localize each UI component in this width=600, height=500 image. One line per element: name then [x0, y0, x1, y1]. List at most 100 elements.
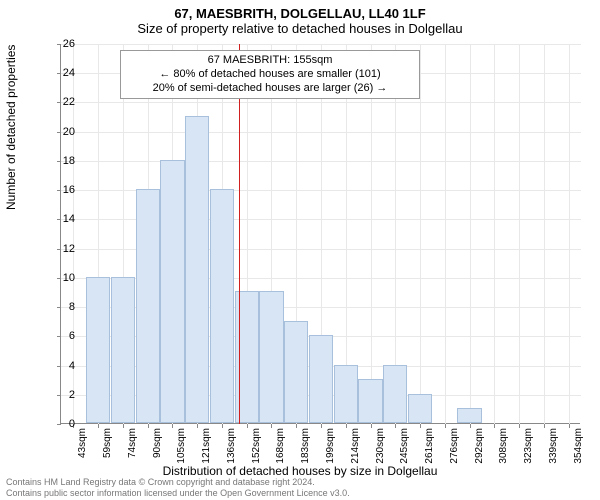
- xtick: [346, 424, 347, 428]
- xtick: [148, 424, 149, 428]
- xtick-label: 354sqm: [573, 428, 584, 464]
- ytick-label: 2: [69, 389, 75, 401]
- xtick-label: 183sqm: [300, 428, 311, 464]
- xtick-label: 214sqm: [350, 428, 361, 464]
- xtick-label: 276sqm: [449, 428, 460, 464]
- histogram-bar: [334, 365, 358, 423]
- histogram-bar: [383, 365, 407, 423]
- ytick-label: 12: [63, 243, 75, 255]
- ytick-label: 20: [63, 126, 75, 138]
- xtick: [271, 424, 272, 428]
- grid-line-v: [494, 44, 495, 424]
- ytick-label: 26: [63, 38, 75, 50]
- annotation-box: 67 MAESBRITH: 155sqm ← 80% of detached h…: [120, 50, 420, 99]
- ytick: [57, 102, 61, 103]
- xtick-label: 199sqm: [325, 428, 336, 464]
- page-subtitle: Size of property relative to detached ho…: [0, 21, 600, 40]
- ytick-label: 24: [63, 67, 75, 79]
- ytick: [57, 366, 61, 367]
- xtick-label: 59sqm: [102, 428, 113, 458]
- ytick-label: 8: [69, 301, 75, 313]
- histogram-bar: [284, 321, 308, 423]
- xtick: [123, 424, 124, 428]
- grid-line-v: [445, 44, 446, 424]
- xtick-label: 245sqm: [399, 428, 410, 464]
- xtick: [395, 424, 396, 428]
- ytick: [57, 73, 61, 74]
- annotation-line1: 67 MAESBRITH: 155sqm: [129, 54, 411, 68]
- histogram-bar: [160, 160, 184, 423]
- chart-plot-area: 43sqm59sqm74sqm90sqm105sqm121sqm136sqm15…: [60, 44, 580, 424]
- xtick: [222, 424, 223, 428]
- footer-line1: Contains HM Land Registry data © Crown c…: [6, 477, 594, 487]
- xtick-label: 308sqm: [498, 428, 509, 464]
- ytick-label: 14: [63, 213, 75, 225]
- histogram-bar: [358, 379, 382, 423]
- xtick-label: 261sqm: [424, 428, 435, 464]
- histogram-bar: [86, 277, 110, 423]
- grid-line-v: [569, 44, 570, 424]
- xtick: [470, 424, 471, 428]
- footer-attribution: Contains HM Land Registry data © Crown c…: [6, 477, 594, 498]
- histogram-bar: [185, 116, 209, 423]
- xtick-label: 90sqm: [152, 428, 163, 458]
- grid-line-v: [544, 44, 545, 424]
- histogram-bar: [259, 291, 283, 423]
- ytick: [57, 307, 61, 308]
- grid-line-v: [420, 44, 421, 424]
- ytick-label: 22: [63, 96, 75, 108]
- xtick-label: 74sqm: [127, 428, 138, 458]
- xtick-label: 136sqm: [226, 428, 237, 464]
- ytick: [57, 395, 61, 396]
- x-axis-label: Distribution of detached houses by size …: [0, 464, 600, 478]
- annotation-line3: 20% of semi-detached houses are larger (…: [129, 82, 411, 96]
- grid-line-v: [519, 44, 520, 424]
- histogram-bar: [408, 394, 432, 423]
- xtick-label: 292sqm: [474, 428, 485, 464]
- xtick: [98, 424, 99, 428]
- annotation-line2: ← 80% of detached houses are smaller (10…: [129, 68, 411, 82]
- ytick-label: 10: [63, 272, 75, 284]
- histogram-bar: [210, 189, 234, 423]
- xtick: [371, 424, 372, 428]
- xtick: [569, 424, 570, 428]
- xtick: [420, 424, 421, 428]
- property-marker-line: [239, 44, 240, 424]
- histogram-bar: [457, 408, 481, 423]
- xtick: [519, 424, 520, 428]
- xtick: [172, 424, 173, 428]
- ytick-label: 0: [69, 418, 75, 430]
- histogram-bar: [136, 189, 160, 423]
- histogram-bar: [111, 277, 135, 423]
- xtick: [247, 424, 248, 428]
- footer-line2: Contains public sector information licen…: [6, 488, 594, 498]
- ytick: [57, 44, 61, 45]
- ytick-label: 6: [69, 330, 75, 342]
- xtick: [544, 424, 545, 428]
- xtick-label: 339sqm: [548, 428, 559, 464]
- xtick-label: 230sqm: [375, 428, 386, 464]
- xtick: [321, 424, 322, 428]
- ytick: [57, 132, 61, 133]
- grid-line-v: [371, 44, 372, 424]
- grid-line-v: [470, 44, 471, 424]
- ytick-label: 18: [63, 155, 75, 167]
- xtick: [197, 424, 198, 428]
- xtick: [296, 424, 297, 428]
- ytick: [57, 161, 61, 162]
- ytick-label: 16: [63, 184, 75, 196]
- xtick-label: 152sqm: [251, 428, 262, 464]
- xtick-label: 121sqm: [201, 428, 212, 464]
- y-axis-label: Number of detached properties: [4, 45, 18, 210]
- plot-box: 43sqm59sqm74sqm90sqm105sqm121sqm136sqm15…: [60, 44, 580, 424]
- ytick: [57, 249, 61, 250]
- ytick: [57, 424, 61, 425]
- histogram-bar: [235, 291, 259, 423]
- page-title-address: 67, MAESBRITH, DOLGELLAU, LL40 1LF: [0, 0, 600, 21]
- ytick-label: 4: [69, 360, 75, 372]
- xtick: [494, 424, 495, 428]
- ytick: [57, 190, 61, 191]
- xtick-label: 168sqm: [275, 428, 286, 464]
- ytick: [57, 278, 61, 279]
- histogram-bar: [309, 335, 333, 423]
